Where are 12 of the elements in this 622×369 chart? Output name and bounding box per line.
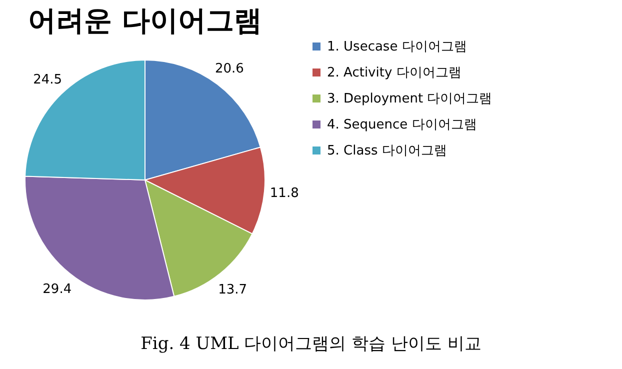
legend-label: 5. Class 다이어그램 [327, 144, 447, 158]
legend-label: 3. Deployment 다이어그램 [327, 92, 492, 106]
caption: Fig. 4 UML 다이어그램의 학습 난이도 비교 [140, 333, 482, 355]
data-label: 20.6 [214, 61, 244, 76]
data-label: 24.5 [33, 72, 62, 88]
legend-label: 2. Activity 다이어그램 [327, 66, 462, 80]
chart-title: 어려운 다이어그램 [28, 4, 262, 37]
legend-label: 1. Usecase 다이어그램 [327, 40, 467, 54]
data-label: 11.8 [270, 186, 299, 202]
data-label: 13.7 [218, 282, 248, 298]
data-label: 29.4 [42, 282, 72, 297]
legend-label: 4. Sequence 다이어그램 [327, 118, 477, 132]
